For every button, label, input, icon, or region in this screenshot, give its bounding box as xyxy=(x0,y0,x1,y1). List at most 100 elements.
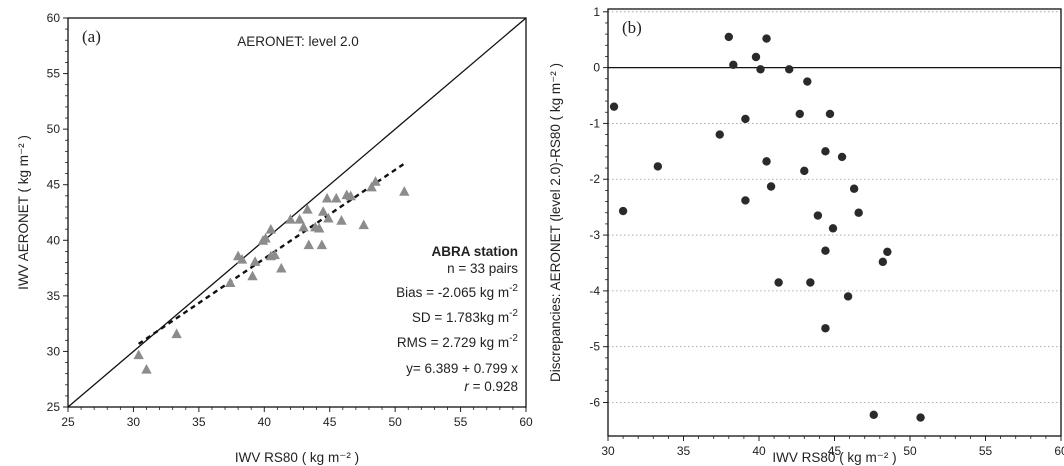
data-point-11 xyxy=(762,34,771,43)
data-point-12 xyxy=(766,182,776,191)
data-point-17 xyxy=(302,203,313,214)
x-tick-label-6: 60 xyxy=(1054,444,1064,458)
y-tick-label-7: 1 xyxy=(593,5,600,19)
data-point-9 xyxy=(756,65,765,74)
data-point-3 xyxy=(715,130,724,139)
data-point-20 xyxy=(314,222,325,233)
data-point-14 xyxy=(285,213,296,224)
y-tick-label-0: 25 xyxy=(47,400,61,414)
data-point-25 xyxy=(331,192,342,203)
panel-label: (b) xyxy=(622,18,642,37)
data-point-20 xyxy=(821,246,830,255)
panel-b: 30 35 40 45 50 55 60 -6 -5 -4 -3 -2 -1 0 1 (b) IWV RS80 … xyxy=(548,5,1064,465)
sd-stat-exp: -2 xyxy=(509,308,518,319)
data-point-17 xyxy=(803,77,812,86)
x-tick-label-7: 60 xyxy=(519,415,533,429)
data-point-23 xyxy=(321,192,333,203)
x-tick-label-2: 40 xyxy=(752,444,766,458)
correlation-stat: r = 0.928 xyxy=(464,379,518,394)
data-point-31 xyxy=(370,176,381,186)
data-point-23 xyxy=(825,109,835,119)
data-point-16 xyxy=(298,221,309,232)
data-point-29 xyxy=(358,219,369,230)
plot-frame xyxy=(67,17,527,408)
pair-count: n = 33 pairs xyxy=(447,261,518,276)
x-tick-label-5: 50 xyxy=(388,415,402,429)
y-tick-label-4: 45 xyxy=(47,178,61,192)
x-tick-label-5: 55 xyxy=(979,444,993,458)
stats-annotation: ABRA station n = 33 pairs Bias = -2.065 kg… xyxy=(396,244,518,394)
x-tick-label-6: 55 xyxy=(454,415,468,429)
data-point-28 xyxy=(854,208,863,217)
data-point-22 xyxy=(317,206,329,216)
y-tick-label-3: 40 xyxy=(47,233,61,247)
y-tick-label-2: 35 xyxy=(47,289,61,303)
data-point-4 xyxy=(724,32,733,42)
y-tick-label-5: 50 xyxy=(47,122,61,136)
data-point-25 xyxy=(837,152,847,162)
y-axis-label: Discrepancies: AERONET (level 2.0)-RS80 … xyxy=(548,63,563,382)
identity-line xyxy=(68,18,526,407)
data-point-6 xyxy=(741,196,750,205)
rms-stat: RMS = 2.729 kg m-2 xyxy=(397,333,519,350)
data-point-18 xyxy=(303,239,314,250)
station-name: ABRA station xyxy=(432,244,519,259)
data-point-0 xyxy=(609,102,619,111)
y-tick-label-2: -4 xyxy=(589,284,600,298)
data-point-32 xyxy=(399,186,410,196)
y-tick-label-7: 60 xyxy=(47,11,61,25)
data-point-21 xyxy=(316,239,328,250)
x-tick-label-3: 45 xyxy=(828,444,842,458)
rms-stat-text: RMS = 2.729 kg m xyxy=(397,335,509,350)
data-point-7 xyxy=(249,256,261,266)
plot-area xyxy=(608,32,1061,422)
r-value: = 0.928 xyxy=(469,379,518,394)
x-tick-label-1: 35 xyxy=(677,444,691,458)
data-point-24 xyxy=(323,212,334,223)
data-point-27 xyxy=(849,184,859,193)
data-point-12 xyxy=(269,249,280,260)
x-tick-label-0: 30 xyxy=(601,444,615,458)
bias-stat-text: Bias = -2.065 kg m xyxy=(396,285,509,300)
data-point-15 xyxy=(795,109,804,119)
x-axis-label: IWV RS80 ( kg m⁻² ) xyxy=(772,450,896,465)
r-symbol: r xyxy=(464,379,469,394)
data-point-3 xyxy=(225,277,236,287)
data-point-7 xyxy=(741,114,750,124)
data-point-2 xyxy=(653,162,663,171)
bias-stat-exp: -2 xyxy=(509,283,518,294)
data-point-5 xyxy=(236,253,248,264)
data-point-28 xyxy=(345,190,356,201)
data-point-2 xyxy=(171,328,182,339)
data-point-10 xyxy=(265,223,277,234)
data-point-1 xyxy=(141,364,152,374)
x-axis-label: IWV RS80 ( kg m⁻² ) xyxy=(235,450,359,465)
data-point-30 xyxy=(878,257,888,267)
data-point-21 xyxy=(821,324,830,333)
y-tick-label-0: -6 xyxy=(589,396,600,410)
bias-stat: Bias = -2.065 kg m-2 xyxy=(396,283,518,300)
x-tick-label-4: 50 xyxy=(903,444,917,458)
data-point-8 xyxy=(751,52,761,62)
data-point-32 xyxy=(916,413,925,422)
x-tick-label-3: 40 xyxy=(258,415,272,429)
y-tick-label-6: 0 xyxy=(593,61,600,75)
y-tick-label-4: -2 xyxy=(589,172,600,186)
chart-title: AERONET: level 2.0 xyxy=(237,34,359,49)
rms-stat-exp: -2 xyxy=(509,333,518,344)
fit-equation: y= 6.389 + 0.799 x xyxy=(406,361,518,376)
data-point-30 xyxy=(366,181,377,192)
y-tick-label-1: 30 xyxy=(47,344,61,358)
data-point-22 xyxy=(821,147,830,156)
data-point-26 xyxy=(843,292,853,301)
data-point-13 xyxy=(276,262,287,273)
data-point-16 xyxy=(800,166,809,176)
y-axis-label: IWV AERONET ( kg m⁻² ) xyxy=(16,135,31,290)
data-point-31 xyxy=(883,247,892,257)
x-tick-label-0: 25 xyxy=(61,415,75,429)
data-point-29 xyxy=(869,410,878,419)
panel-a: 25 30 35 40 45 50 55 60 25 30 35 40 45 50 55 60 (a) IWV R… xyxy=(16,11,533,465)
sd-stat: SD = 1.783kg m-2 xyxy=(412,308,519,325)
plot-frame xyxy=(607,8,1062,437)
